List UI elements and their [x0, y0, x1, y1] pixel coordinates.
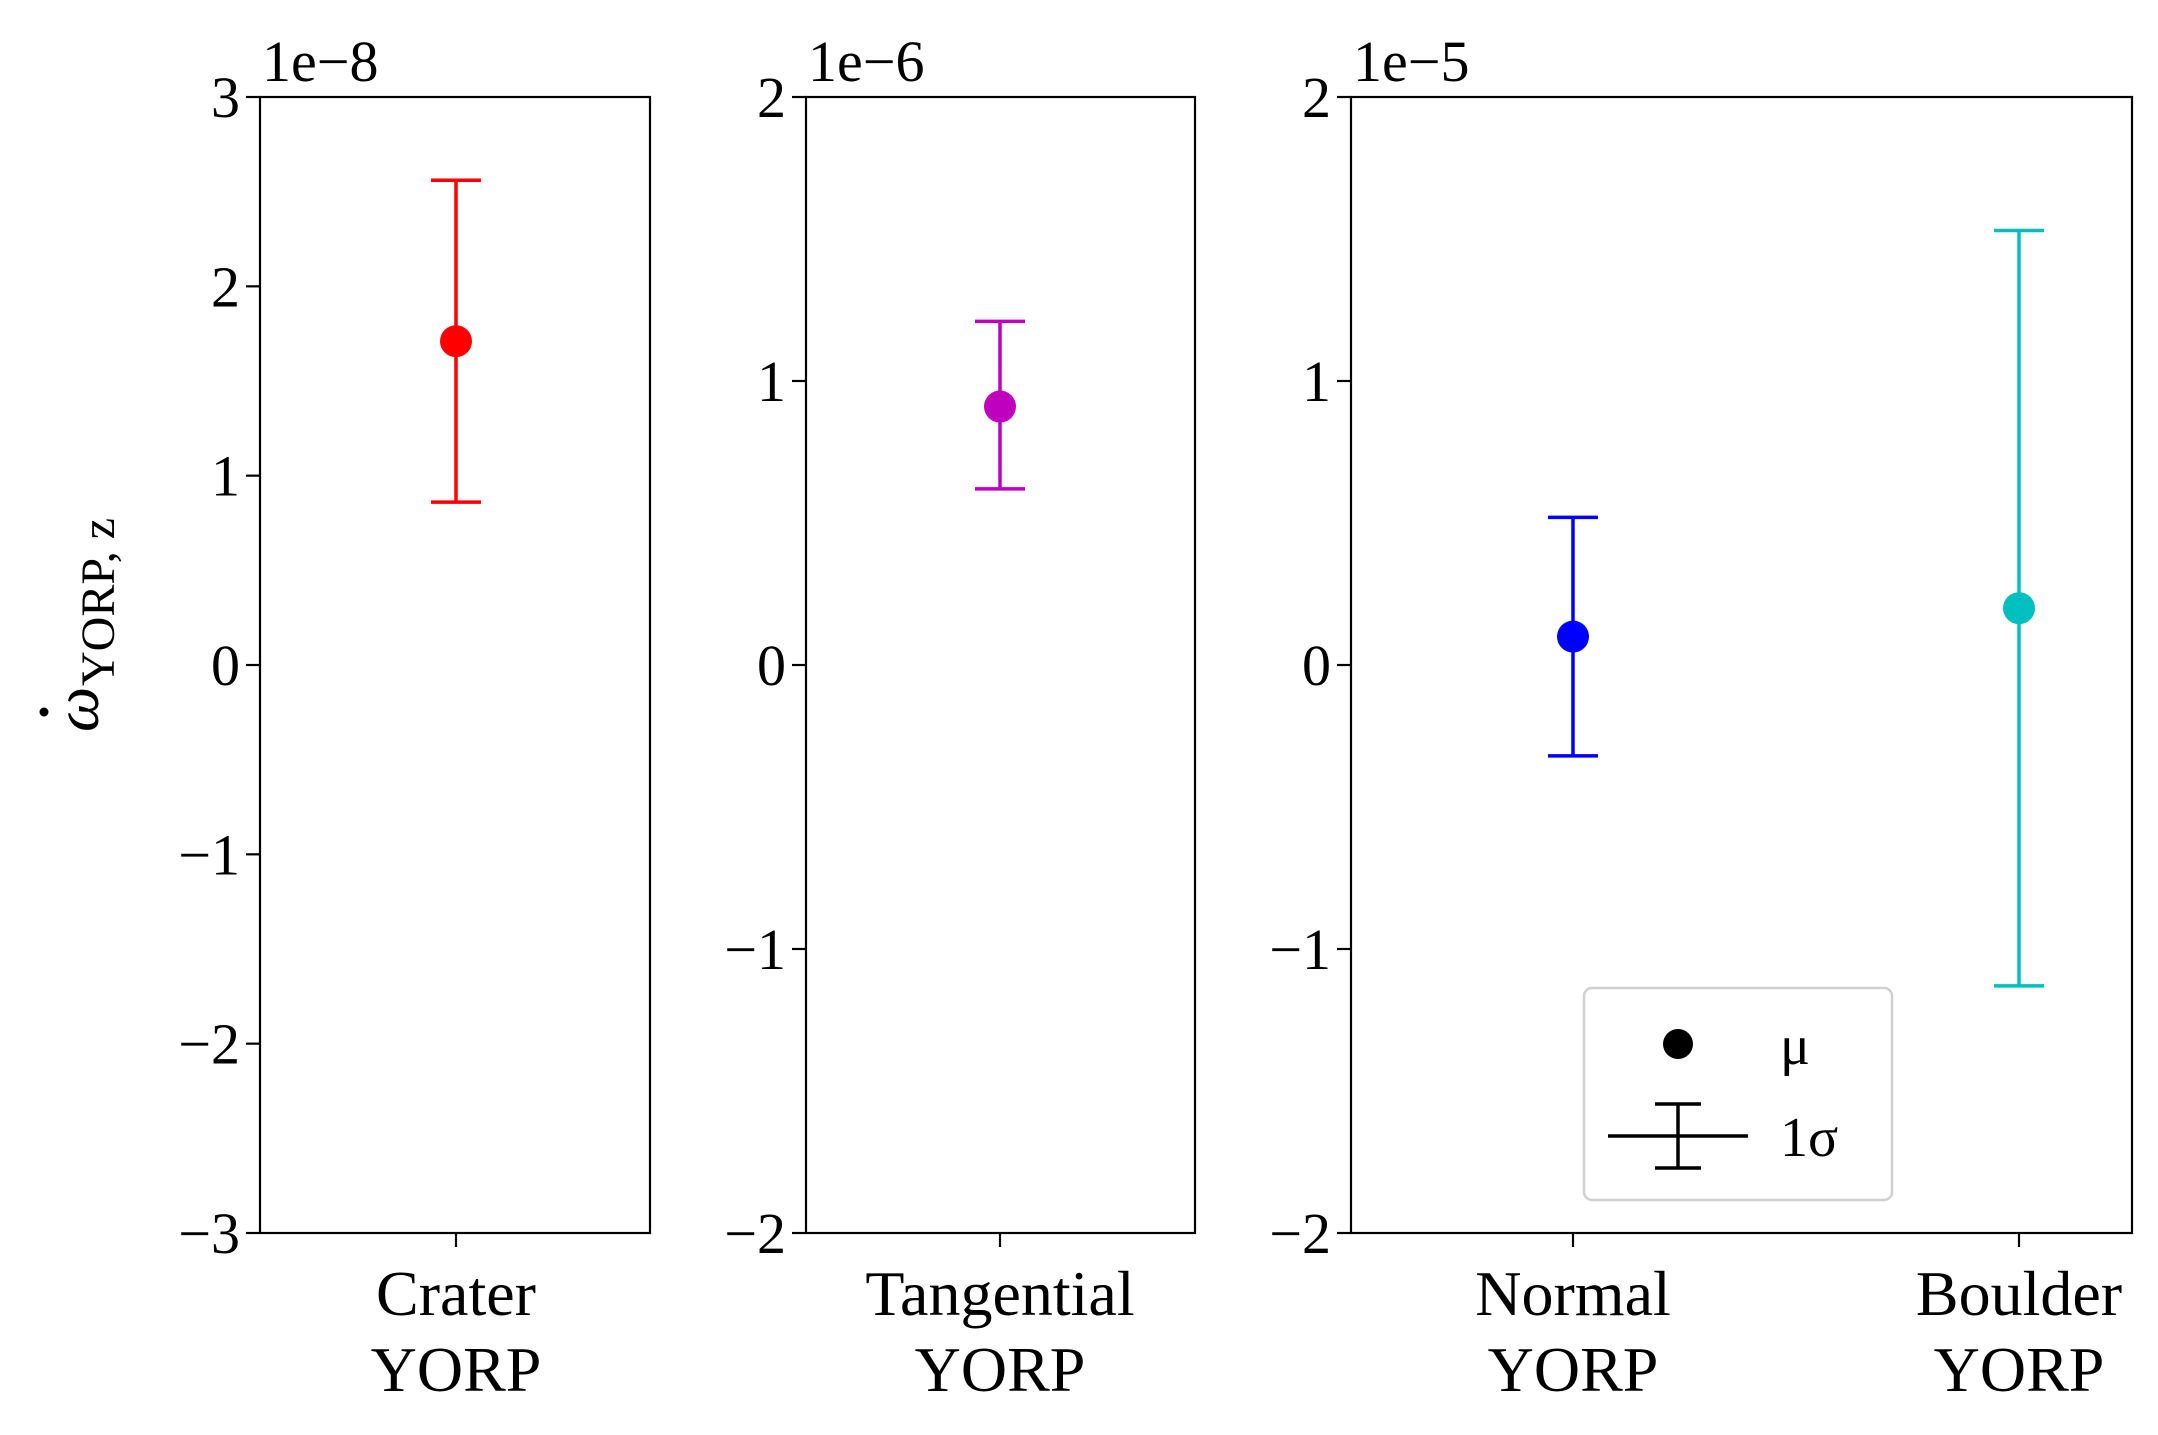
y-tick-label: −2 [724, 1201, 786, 1266]
y-tick-label: 2 [1302, 65, 1331, 130]
x-tick-label: Normal [1475, 1258, 1671, 1329]
y-tick-label: 3 [211, 65, 240, 130]
y-tick-label: 1 [211, 444, 240, 509]
x-tick-label: YORP [371, 1334, 542, 1405]
y-tick-label: −3 [178, 1201, 240, 1266]
y-axis-label: ω YORP, z [39, 518, 125, 732]
axes-frame [804, 95, 1197, 1235]
y-axis-label-main: ω [41, 687, 112, 732]
y-tick-label: 1 [1302, 349, 1331, 414]
legend-frame [1582, 986, 1894, 1202]
x-tick-label: Tangential [865, 1258, 1134, 1329]
x-tick-label: YORP [915, 1334, 1086, 1405]
axis-offset-label: 1e−8 [262, 29, 378, 94]
axis-offset-label: 1e−5 [1353, 29, 1469, 94]
y-tick-label: −1 [178, 822, 240, 887]
y-tick-label: 0 [211, 633, 240, 698]
x-tick-label: YORP [1488, 1334, 1659, 1405]
legend: μ 1σ [1582, 986, 1894, 1202]
y-tick-label: −2 [178, 1012, 240, 1077]
legend-label: μ [1780, 1015, 1810, 1077]
mean-point [2003, 592, 2035, 625]
x-tick-label: Boulder [1916, 1258, 2122, 1329]
y-tick-label: 0 [757, 633, 786, 698]
mean-point [440, 325, 472, 358]
chart-panels: −3−2−101231e−8CraterYORP−2−10121e−6Tange… [178, 29, 2134, 1405]
y-tick-label: −2 [1269, 1201, 1331, 1266]
axis-offset-label: 1e−6 [808, 29, 924, 94]
mean-point [984, 390, 1016, 423]
y-tick-label: 2 [211, 254, 240, 319]
y-axis-label-dot [39, 707, 49, 717]
x-tick-label: YORP [1934, 1334, 2105, 1405]
legend-label: 1σ [1780, 1107, 1838, 1169]
y-tick-label: 0 [1302, 633, 1331, 698]
y-axis-label-subscript: YORP, z [72, 518, 125, 686]
x-tick-label: Crater [376, 1258, 536, 1329]
legend-point-marker [1663, 1029, 1693, 1059]
y-tick-label: −1 [1269, 917, 1331, 982]
y-tick-label: 1 [757, 349, 786, 414]
y-tick-label: −1 [724, 917, 786, 982]
mean-point [1557, 620, 1589, 653]
y-tick-label: 2 [757, 65, 786, 130]
